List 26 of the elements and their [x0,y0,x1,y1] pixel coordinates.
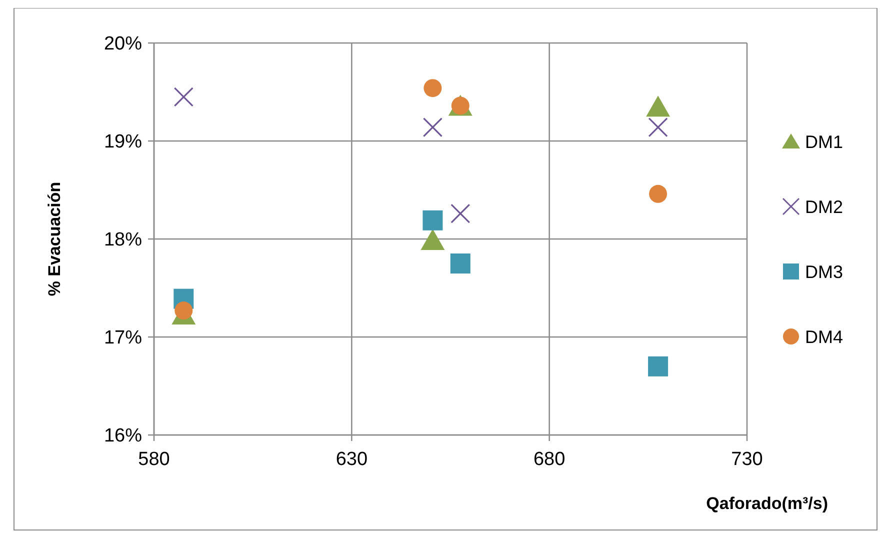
point [648,117,668,138]
point [424,79,442,98]
point [450,204,470,224]
point [648,356,668,376]
point [646,96,670,117]
x-tick-label: 630 [336,449,368,470]
point [422,210,443,230]
point [422,117,443,138]
x-tick-label: 580 [138,449,170,470]
y-tick-label: 20% [104,34,142,55]
point [174,302,193,320]
legend-label: DM3 [805,262,844,282]
legend-label: DM1 [805,132,844,152]
x-tick-label: 680 [533,449,566,470]
point [450,254,470,274]
y-tick-label: 16% [104,426,142,447]
y-tick-label: 17% [104,328,142,349]
point [174,87,194,107]
y-axis-title: % Evacuación [45,182,64,296]
legend-label: DM4 [805,326,844,347]
x-axis-title: Qaforado(m³/s) [706,494,828,513]
legend-label: DM2 [805,196,844,217]
x-tick-label: 730 [731,449,763,470]
y-tick-label: 18% [104,230,142,251]
y-tick-label: 19% [104,132,142,153]
point [649,184,668,203]
